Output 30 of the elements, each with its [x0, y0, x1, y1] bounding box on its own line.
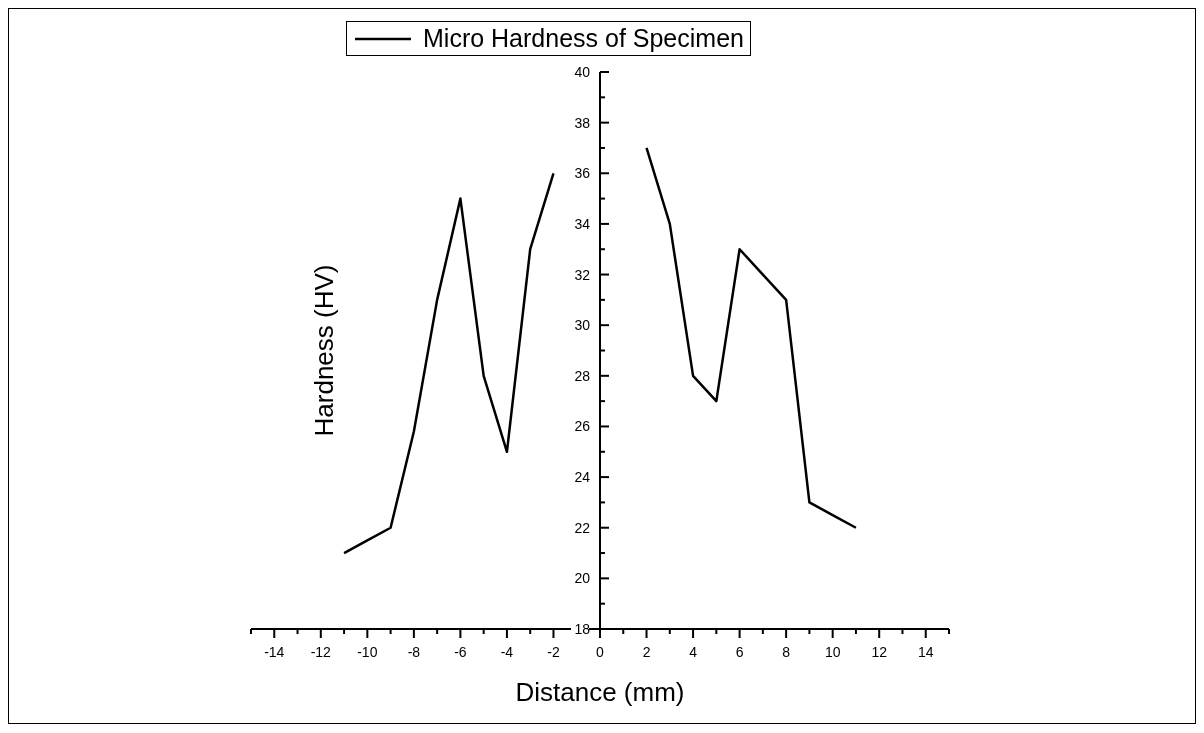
x-tick-label: -10 — [357, 644, 378, 660]
y-tick-label: 32 — [574, 266, 591, 283]
y-tick-label: 26 — [574, 418, 591, 435]
x-tick-label: 4 — [689, 644, 698, 660]
x-tick-label: -6 — [454, 644, 467, 660]
y-tick-label: 38 — [574, 114, 591, 131]
y-tick-label: 24 — [574, 469, 591, 486]
x-tick-label: 10 — [824, 644, 841, 660]
y-tick-label: 34 — [574, 215, 591, 232]
y-axis-title: Hardness (HV) — [308, 264, 339, 437]
x-tick-label: -8 — [407, 644, 421, 660]
x-tick-label: 8 — [782, 644, 791, 660]
x-tick-label: -12 — [310, 644, 332, 660]
legend-label: Micro Hardness of Specimen — [423, 24, 744, 53]
x-tick-label: 0 — [596, 644, 605, 660]
y-tick-label: 40 — [574, 64, 591, 80]
y-tick-label: 28 — [574, 367, 591, 384]
y-tick-label: 22 — [574, 519, 591, 536]
x-tick-label: 14 — [917, 644, 934, 660]
y-tick-label: 18 — [574, 621, 591, 637]
y-tick-label: 30 — [574, 317, 591, 334]
y-tick-label: 36 — [574, 165, 591, 182]
x-tick-label: 6 — [735, 644, 744, 660]
x-axis-title: Distance (mm) — [515, 677, 685, 707]
x-tick-label: 2 — [642, 644, 651, 660]
x-tick-label: -14 — [264, 644, 285, 660]
x-tick-label: -2 — [547, 644, 560, 660]
y-tick-label: 20 — [574, 570, 591, 587]
x-tick-label: -4 — [500, 644, 514, 660]
x-tick-label: 12 — [871, 644, 888, 660]
